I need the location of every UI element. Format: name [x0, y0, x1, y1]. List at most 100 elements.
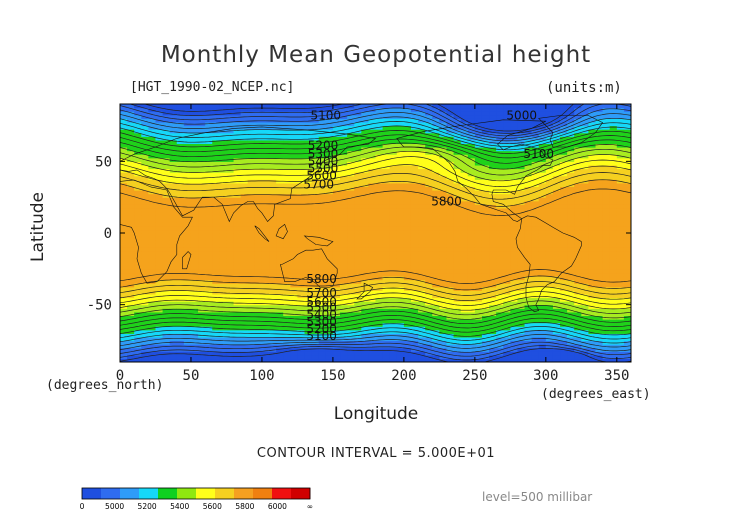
heatmap-cell: [517, 268, 526, 274]
heatmap-cell: [354, 147, 362, 152]
heatmap-cell: [254, 261, 263, 266]
heatmap-cell: [127, 218, 135, 223]
heatmap-cell: [332, 118, 341, 123]
heatmap-cell: [368, 215, 377, 220]
heatmap-cell: [446, 147, 455, 152]
heatmap-cell: [127, 111, 135, 116]
heatmap-cell: [332, 200, 341, 205]
heatmap-cell: [567, 168, 575, 173]
heatmap-cell: [588, 190, 597, 195]
heatmap-cell: [219, 265, 228, 270]
heatmap-cell: [261, 193, 270, 198]
heatmap-cell: [141, 164, 149, 170]
heatmap-cell: [276, 168, 284, 173]
heatmap-cell: [567, 233, 575, 238]
heatmap-cell: [219, 111, 228, 116]
heatmap-cell: [496, 179, 504, 184]
heatmap-cell: [347, 272, 355, 277]
heatmap-cell: [318, 157, 327, 162]
heatmap-cell: [425, 182, 433, 188]
heatmap-cell: [212, 164, 220, 170]
heatmap-cell: [219, 304, 228, 309]
heatmap-cell: [538, 261, 547, 266]
heatmap-cell: [325, 236, 334, 241]
heatmap-cell: [503, 336, 511, 342]
heatmap-cell: [290, 261, 299, 266]
heatmap-cell: [148, 254, 157, 259]
heatmap-cell: [318, 240, 327, 245]
heatmap-cell: [226, 211, 235, 216]
heatmap-cell: [247, 132, 256, 137]
heatmap-cell: [297, 175, 306, 180]
heatmap-cell: [290, 272, 299, 277]
heatmap-cell: [169, 104, 178, 109]
heatmap-cell: [467, 286, 476, 291]
heatmap-cell: [460, 114, 469, 119]
heatmap-cell: [233, 161, 242, 166]
heatmap-cell: [382, 347, 391, 352]
heatmap-cell: [545, 136, 554, 141]
heatmap-cell: [304, 164, 313, 170]
heatmap-cell: [261, 329, 270, 334]
heatmap-cell: [588, 276, 597, 281]
heatmap-cell: [205, 118, 213, 123]
heatmap-cell: [325, 229, 334, 234]
heatmap-cell: [517, 207, 526, 213]
heatmap-cell: [588, 118, 597, 123]
heatmap-cell: [552, 172, 561, 177]
heatmap-cell: [481, 154, 490, 159]
heatmap-cell: [162, 243, 171, 248]
heatmap-cell: [212, 118, 220, 123]
heatmap-cell: [510, 297, 519, 302]
heatmap-cell: [247, 154, 256, 159]
heatmap-cell: [446, 107, 455, 112]
heatmap-cell: [354, 186, 362, 191]
heatmap-cell: [503, 218, 511, 223]
heatmap-cell: [552, 200, 561, 205]
heatmap-cell: [545, 240, 554, 245]
heatmap-cell: [304, 297, 313, 302]
heatmap-cell: [510, 225, 519, 231]
heatmap-cell: [588, 179, 597, 184]
heatmap-cell: [318, 161, 327, 166]
heatmap-cell: [212, 150, 220, 155]
heatmap-cell: [524, 218, 533, 223]
heatmap-cell: [510, 193, 519, 198]
heatmap-cell: [155, 293, 164, 299]
heatmap-cell: [354, 240, 362, 245]
heatmap-cell: [162, 104, 171, 109]
heatmap-cell: [410, 297, 419, 302]
heatmap-cell: [127, 311, 135, 317]
heatmap-cell: [588, 121, 597, 127]
heatmap-cell: [489, 315, 497, 320]
heatmap-cell: [460, 240, 469, 245]
heatmap-cell: [396, 333, 405, 338]
heatmap-cell: [169, 326, 178, 331]
heatmap-cell: [418, 308, 426, 313]
heatmap-cell: [389, 164, 398, 170]
heatmap-cell: [389, 118, 398, 123]
heatmap-cell: [460, 344, 469, 349]
heatmap-cell: [183, 107, 192, 112]
heatmap-cell: [545, 186, 554, 191]
heatmap-cell: [261, 358, 270, 362]
heatmap-cell: [127, 207, 135, 213]
heatmap-cell: [325, 222, 334, 227]
heatmap-cell: [489, 347, 497, 352]
heatmap-cell: [595, 186, 604, 191]
heatmap-cell: [503, 286, 511, 291]
heatmap-cell: [120, 118, 128, 123]
heatmap-cell: [368, 197, 377, 202]
heatmap-cell: [361, 218, 370, 223]
heatmap-cell: [396, 351, 405, 356]
heatmap-cell: [134, 118, 142, 123]
heatmap-cell: [403, 315, 412, 320]
heatmap-cell: [602, 344, 611, 349]
heatmap-cell: [432, 222, 440, 227]
heatmap-cell: [368, 336, 377, 342]
heatmap-cell: [141, 225, 149, 231]
heatmap-cell: [446, 290, 455, 295]
heatmap-cell: [297, 354, 306, 360]
heatmap-cell: [311, 265, 320, 270]
heatmap-cell: [410, 182, 419, 188]
